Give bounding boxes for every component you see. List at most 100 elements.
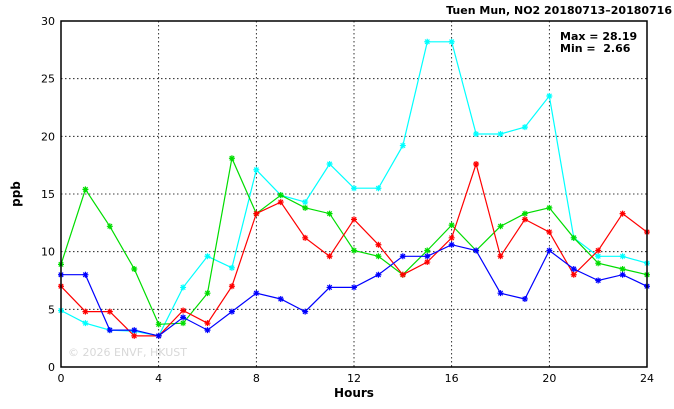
watermark-text: © 2026 ENVF, HKUST <box>68 346 187 359</box>
y-tick-label: 10 <box>41 246 55 259</box>
data-point <box>204 290 211 297</box>
data-point <box>497 131 504 138</box>
plot-frame <box>60 20 648 368</box>
data-point <box>473 131 480 138</box>
data-point <box>228 264 235 271</box>
x-tick-label: 4 <box>155 372 162 385</box>
data-point <box>375 241 382 248</box>
y-tick-label: 5 <box>48 303 55 316</box>
chart-title: Tuen Mun, NO2 20180713–20180716 <box>446 4 672 17</box>
x-tick-label: 12 <box>347 372 361 385</box>
series-3 <box>58 241 650 339</box>
data-point <box>497 290 504 297</box>
data-point <box>228 155 235 162</box>
data-point <box>424 247 431 254</box>
data-point <box>228 308 235 315</box>
data-point <box>399 253 406 260</box>
data-point <box>326 284 333 291</box>
data-point <box>521 124 528 131</box>
data-point <box>424 253 431 260</box>
data-point <box>180 284 187 291</box>
data-point <box>546 92 553 99</box>
data-point <box>521 216 528 223</box>
data-point <box>253 210 260 217</box>
data-point <box>521 210 528 217</box>
data-point <box>546 229 553 236</box>
tick-labels: 0 5 10 15 20 25 30 0 4 8 12 16 20 24 <box>41 15 654 385</box>
data-point <box>375 253 382 260</box>
data-point <box>497 223 504 230</box>
data-point <box>277 295 284 302</box>
data-point <box>302 234 309 241</box>
data-point <box>546 247 553 254</box>
data-point <box>204 253 211 260</box>
data-point <box>155 332 162 339</box>
data-point <box>302 204 309 211</box>
data-point <box>619 265 626 272</box>
data-point <box>180 307 187 314</box>
data-point <box>448 234 455 241</box>
data-point <box>570 265 577 272</box>
data-point <box>399 271 406 278</box>
data-point <box>326 161 333 168</box>
data-point <box>497 253 504 260</box>
data-point <box>204 320 211 327</box>
data-point <box>106 223 113 230</box>
data-point <box>180 314 187 321</box>
data-point <box>326 253 333 260</box>
data-point <box>351 284 357 291</box>
data-point <box>448 222 455 229</box>
y-axis-label: ppb <box>9 181 23 207</box>
data-point <box>448 241 455 248</box>
y-tick-label: 25 <box>41 73 55 86</box>
data-point <box>448 38 455 45</box>
max-stat-label: Max = 28.19 <box>560 30 637 43</box>
x-tick-label: 20 <box>542 372 556 385</box>
data-point <box>302 308 309 315</box>
data-point <box>253 290 260 297</box>
data-point <box>131 327 138 334</box>
data-point <box>595 260 602 267</box>
data-point <box>253 166 260 173</box>
data-point <box>424 259 431 266</box>
data-point <box>351 247 357 254</box>
data-point <box>302 199 309 206</box>
data-point <box>595 253 602 260</box>
data-point <box>82 320 89 327</box>
data-point <box>619 271 626 278</box>
data-point <box>277 192 284 199</box>
data-point <box>546 204 553 211</box>
data-point <box>473 247 480 254</box>
data-point <box>106 327 113 334</box>
data-point <box>424 38 431 45</box>
data-point <box>82 186 89 193</box>
data-point <box>155 321 162 328</box>
data-point <box>595 247 602 254</box>
data-point <box>351 185 357 192</box>
data-point <box>82 308 89 315</box>
data-point <box>131 265 138 272</box>
data-point <box>619 210 626 217</box>
grid-lines <box>61 21 647 367</box>
data-point <box>375 185 382 192</box>
x-tick-label: 8 <box>253 372 260 385</box>
data-point <box>228 283 235 290</box>
y-tick-label: 20 <box>41 130 55 143</box>
min-stat-label: Min = 2.66 <box>560 42 631 55</box>
data-point <box>82 271 89 278</box>
x-tick-label: 0 <box>58 372 65 385</box>
data-point <box>180 320 187 327</box>
data-point <box>375 271 382 278</box>
y-tick-label: 0 <box>48 361 55 374</box>
data-point <box>399 142 406 149</box>
data-point <box>351 216 357 223</box>
data-point <box>619 253 626 260</box>
data-point <box>106 308 113 315</box>
y-tick-label: 30 <box>41 15 55 28</box>
data-point <box>473 161 480 168</box>
data-point <box>204 327 211 334</box>
x-tick-label: 24 <box>640 372 654 385</box>
data-point <box>570 271 577 278</box>
x-tick-label: 16 <box>445 372 459 385</box>
